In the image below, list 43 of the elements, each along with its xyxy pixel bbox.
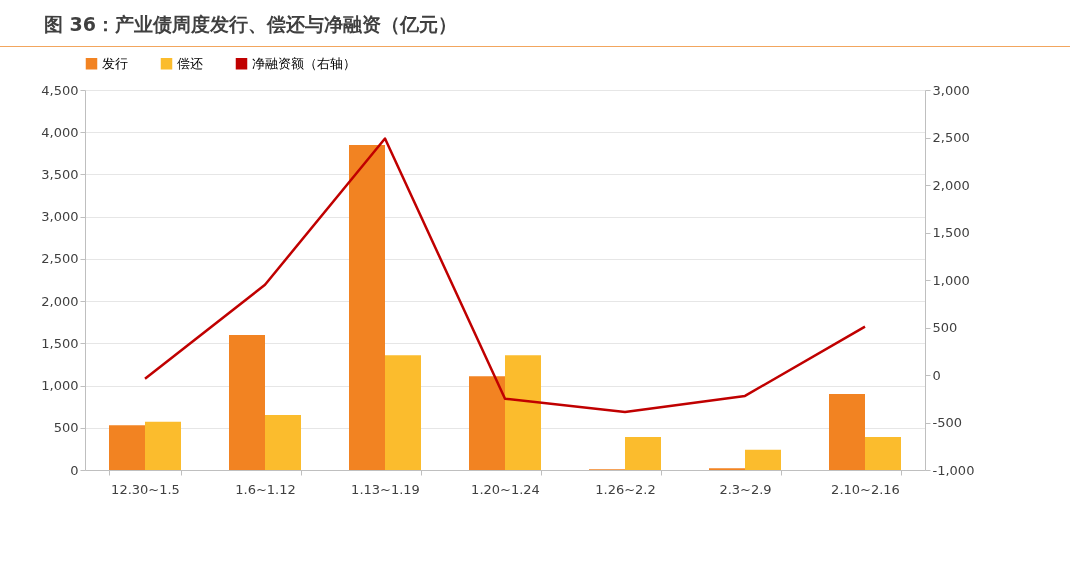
y-tick-label: 2,000 bbox=[41, 293, 79, 309]
bar bbox=[265, 415, 301, 470]
x-tick-label: 1.26~2.2 bbox=[595, 481, 656, 497]
x-tick-label: 12.30~1.5 bbox=[111, 481, 180, 497]
y-tick-label: 1,000 bbox=[41, 378, 79, 394]
y2-tick-label: 3,000 bbox=[932, 82, 970, 98]
y2-tick-label: 2,000 bbox=[932, 177, 970, 193]
bar bbox=[745, 449, 781, 470]
line-series bbox=[143, 137, 867, 414]
bar bbox=[109, 425, 145, 470]
bar bbox=[469, 376, 505, 470]
y2-tick-label: 2,500 bbox=[932, 130, 970, 145]
bar bbox=[229, 334, 265, 470]
bar bbox=[349, 144, 385, 470]
y2-tick-label: 0 bbox=[932, 367, 941, 383]
y2-tick-label: -1,000 bbox=[932, 462, 975, 478]
legend-label: 净融资额（右轴） bbox=[252, 55, 356, 71]
bar bbox=[505, 355, 541, 470]
x-tick-label: 2.3~2.9 bbox=[719, 481, 772, 497]
y-tick-label: 2,500 bbox=[41, 251, 79, 267]
y-tick-label: 500 bbox=[53, 420, 79, 436]
x-tick-label: 1.20~1.24 bbox=[471, 481, 540, 497]
y2-tick-label: 1,500 bbox=[932, 225, 970, 240]
y2-tick-label: 500 bbox=[932, 320, 958, 335]
y2-tick-label: 1,000 bbox=[932, 272, 970, 288]
legend-label: 发行 bbox=[102, 55, 128, 71]
bar bbox=[625, 437, 661, 470]
bar bbox=[829, 394, 865, 470]
bar bbox=[865, 437, 901, 470]
bar bbox=[385, 355, 421, 470]
x-tick-label: 2.10~2.16 bbox=[831, 481, 900, 497]
legend-label: 偿还 bbox=[177, 55, 203, 71]
y-tick-label: 1,500 bbox=[41, 335, 79, 351]
bar bbox=[145, 421, 181, 470]
chart-title: 图 36：产业债周度发行、偿还与净融资（亿元） bbox=[0, 0, 1070, 47]
x-tick-label: 1.6~1.12 bbox=[235, 481, 296, 497]
y-tick-label: 3,000 bbox=[41, 209, 79, 225]
x-tick-label: 1.13~1.19 bbox=[351, 481, 420, 497]
y-tick-label: 4,000 bbox=[41, 124, 79, 140]
y-tick-label: 3,500 bbox=[41, 166, 79, 182]
y2-tick-label: -500 bbox=[932, 415, 963, 430]
y-tick-label: 0 bbox=[70, 462, 79, 478]
y-tick-label: 4,500 bbox=[41, 82, 79, 98]
